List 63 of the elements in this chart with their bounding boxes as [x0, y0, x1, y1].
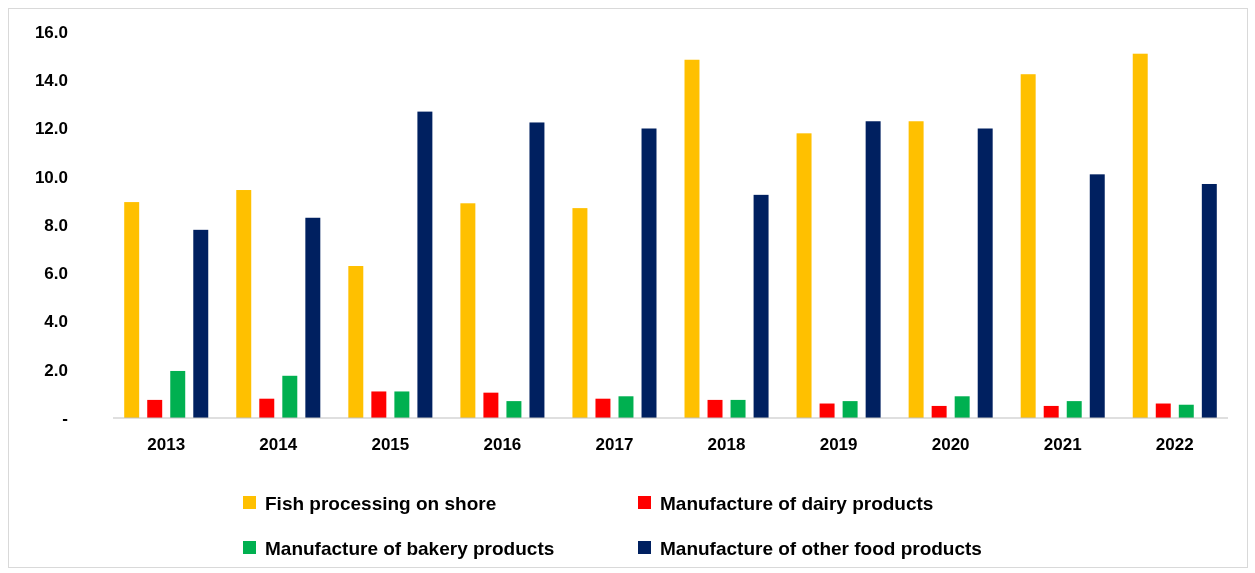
bar — [193, 229, 209, 418]
bar — [1043, 405, 1059, 418]
bar — [931, 405, 947, 418]
bar — [460, 203, 476, 418]
bar — [977, 128, 993, 418]
bar — [1201, 183, 1217, 418]
bar — [641, 128, 657, 418]
bar — [417, 111, 433, 418]
legend-label: Manufacture of other food products — [660, 537, 982, 559]
legend-label: Fish processing on shore — [265, 492, 497, 514]
bar — [1178, 404, 1194, 418]
x-tick-label: 2016 — [483, 435, 522, 454]
bar — [819, 403, 835, 418]
bar — [730, 399, 746, 418]
y-tick-label: 6.0 — [44, 264, 68, 284]
x-tick-label: 2020 — [931, 435, 970, 454]
bar — [371, 391, 387, 418]
x-tick-label: 2018 — [707, 435, 746, 454]
bar — [394, 391, 410, 418]
bar — [529, 122, 545, 418]
bar — [483, 392, 499, 418]
bar — [753, 194, 769, 418]
y-tick-label: 4.0 — [44, 312, 68, 332]
bar — [908, 121, 924, 418]
bar — [595, 398, 611, 418]
y-tick-label: - — [62, 408, 68, 428]
bar — [1155, 403, 1171, 418]
y-tick-label: 14.0 — [34, 71, 68, 91]
bar — [684, 59, 700, 418]
bar — [1132, 53, 1148, 418]
bar — [170, 370, 186, 418]
bar — [259, 398, 275, 418]
x-tick-label: 2013 — [147, 435, 186, 454]
x-tick-label: 2014 — [259, 435, 298, 454]
bar — [707, 399, 723, 418]
y-tick-label: 2.0 — [44, 360, 68, 380]
bar — [1020, 74, 1036, 418]
bar — [618, 396, 634, 418]
bar — [796, 133, 812, 418]
bar — [348, 266, 364, 418]
y-tick-label: 16.0 — [34, 22, 68, 42]
bar — [305, 217, 321, 418]
bar — [506, 401, 522, 418]
y-tick-label: 8.0 — [44, 215, 68, 235]
bar — [1066, 401, 1082, 418]
bar — [572, 208, 588, 418]
bar — [842, 401, 858, 418]
x-tick-label: 2017 — [595, 435, 634, 454]
bar — [954, 396, 970, 418]
legend-label: Manufacture of bakery products — [265, 537, 555, 559]
x-tick-label: 2021 — [1043, 435, 1082, 454]
bar — [865, 121, 881, 418]
bar — [147, 399, 163, 418]
bar — [124, 202, 140, 418]
x-tick-label: 2015 — [371, 435, 410, 454]
bar — [1089, 174, 1105, 418]
x-tick-label: 2022 — [1155, 435, 1194, 454]
y-tick-label: 10.0 — [34, 167, 68, 187]
bar — [282, 375, 298, 418]
legend-label: Manufacture of dairy products — [660, 492, 934, 514]
bar — [236, 190, 252, 418]
x-tick-label: 2019 — [819, 435, 858, 454]
y-tick-label: 12.0 — [34, 119, 68, 139]
